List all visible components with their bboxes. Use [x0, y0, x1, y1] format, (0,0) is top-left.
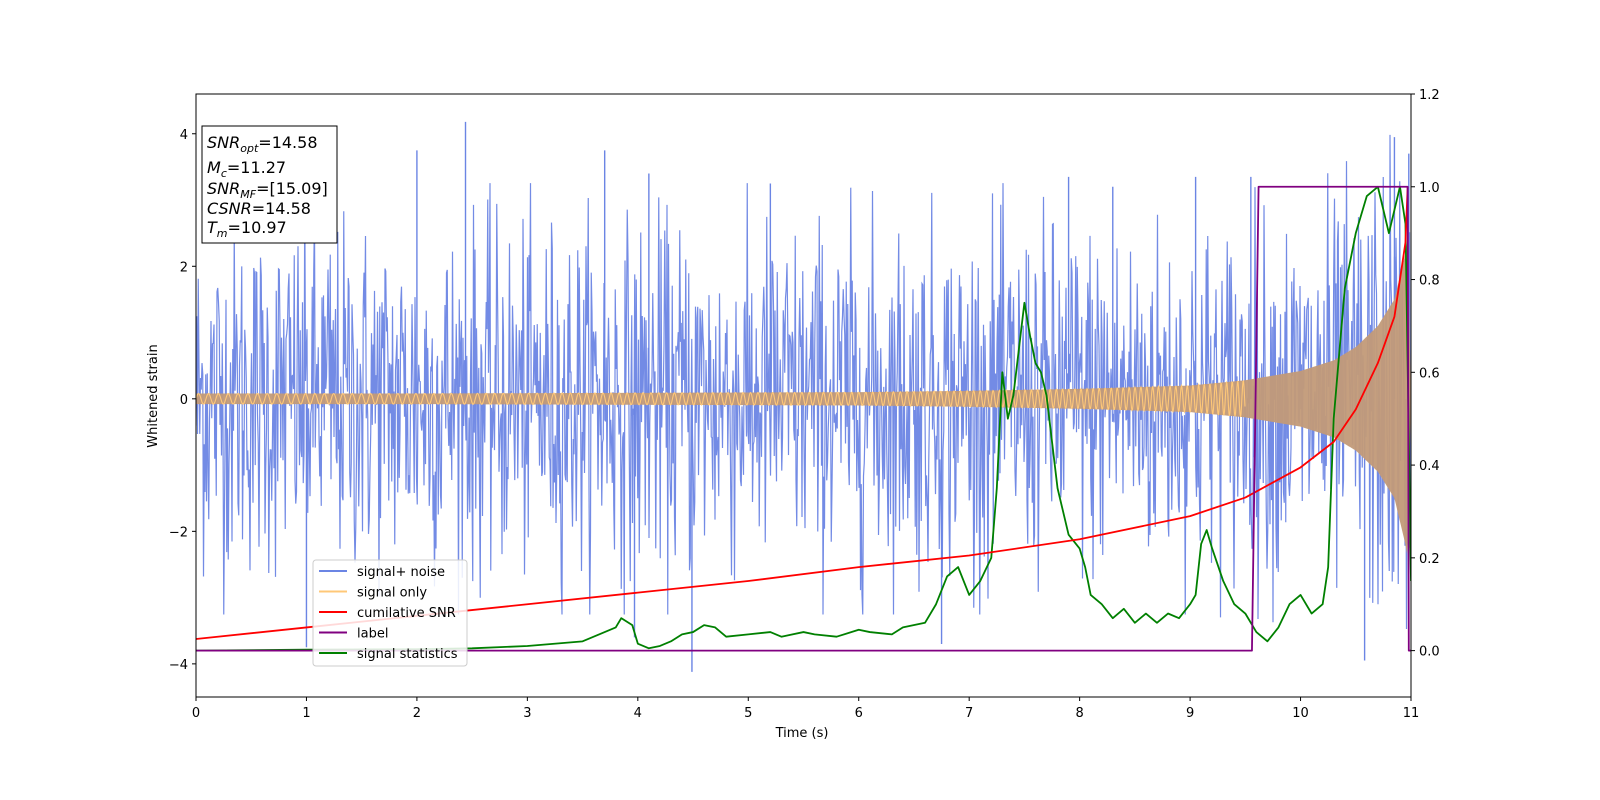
y-axis-label: Whitened strain — [146, 344, 161, 447]
legend: signal+ noise signal only cumilative SNR la… — [312, 559, 468, 667]
y2-tick-label: 0.8 — [1419, 274, 1440, 289]
axes-frame — [195, 93, 1412, 698]
x-tick-label: 5 — [744, 706, 752, 721]
y-tick-label: 4 — [180, 128, 188, 143]
legend-entry: signal statistics — [357, 647, 458, 662]
annotation-line: Mc=11.27 — [207, 158, 286, 180]
x-tick-label: 1 — [302, 706, 310, 721]
x-tick-label: 11 — [1403, 706, 1420, 721]
x-tick-label: 3 — [523, 706, 531, 721]
legend-entry: label — [357, 627, 388, 642]
signal-only-line — [196, 380, 1246, 417]
signal-statistics-line — [196, 185, 1411, 652]
annotation-line: SNRopt=14.58 — [207, 133, 318, 155]
y-tick-label: 2 — [180, 260, 188, 275]
legend-frame — [312, 559, 468, 667]
y2-tick-label: 0.4 — [1419, 459, 1440, 474]
series-signal-noise — [196, 121, 1411, 672]
x-tick-label: 4 — [634, 706, 642, 721]
legend-entry: cumilative SNR — [357, 606, 456, 621]
annotation-box: SNRopt=14.58 Mc=11.27SNRMF=[15.09]CSNR=14… — [201, 125, 338, 244]
x-tick-label: 10 — [1292, 706, 1309, 721]
x-tick-label: 9 — [1186, 706, 1194, 721]
axis-ticks: 0 1 2 3 4 5 6 7 8 9 10 11 −4 −2 0 2 4 0.0 0.2 0.4 0.6 0.8 1.0 1… — [169, 88, 1440, 721]
x-tick-label: 8 — [1075, 706, 1083, 721]
annotation-line: Tm=10.97 — [207, 218, 287, 240]
x-tick-label: 2 — [413, 706, 421, 721]
label-line — [196, 185, 1411, 652]
legend-entry: signal+ noise — [357, 565, 445, 580]
y2-tick-label: 1.0 — [1419, 181, 1440, 196]
x-axis-label: Time (s) — [775, 726, 829, 741]
y2-tick-label: 0.2 — [1419, 552, 1440, 567]
legend-entry: signal only — [357, 586, 427, 601]
series-signal-only — [196, 243, 1411, 554]
y-tick-label: 0 — [180, 393, 188, 408]
plot-area — [196, 121, 1411, 672]
y-tick-label: −2 — [169, 525, 188, 540]
y2-tick-label: 1.2 — [1419, 88, 1440, 103]
x-tick-label: 0 — [192, 706, 200, 721]
y2-tick-label: 0.0 — [1419, 645, 1440, 660]
annotation-frame — [201, 125, 338, 244]
x-tick-label: 7 — [965, 706, 973, 721]
y2-tick-label: 0.6 — [1419, 366, 1440, 381]
cumulative-snr-line — [196, 186, 1409, 640]
x-tick-label: 6 — [855, 706, 863, 721]
annotation-line: CSNR=14.58 — [207, 199, 311, 218]
annotation-line: SNRMF=[15.09] — [207, 179, 328, 201]
y-tick-label: −4 — [169, 658, 188, 673]
